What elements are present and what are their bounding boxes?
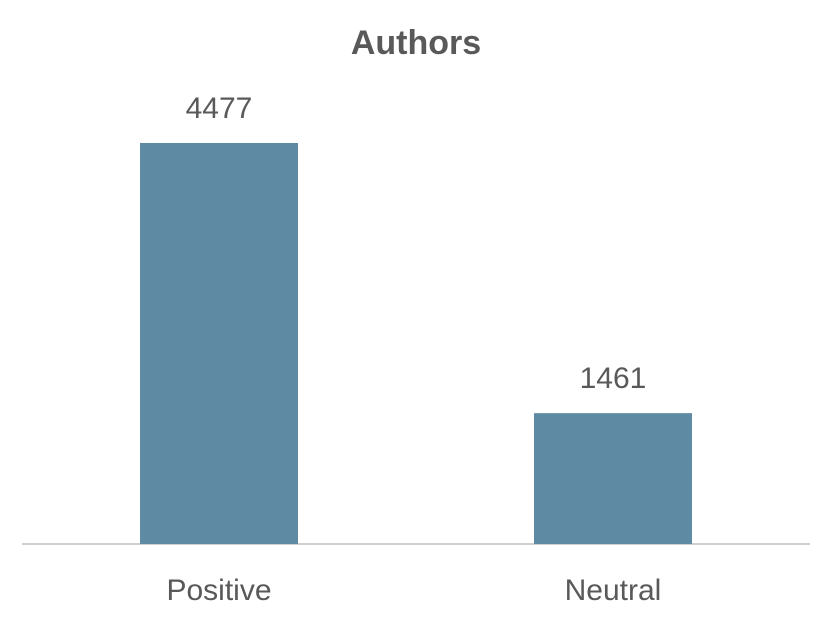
x-tick-label: Neutral <box>565 574 662 607</box>
bar <box>140 143 298 544</box>
x-tick-label: Positive <box>166 574 271 607</box>
value-label: 4477 <box>186 92 253 125</box>
chart-title: Authors <box>351 24 481 62</box>
value-label: 1461 <box>580 362 647 395</box>
bar <box>534 413 692 544</box>
